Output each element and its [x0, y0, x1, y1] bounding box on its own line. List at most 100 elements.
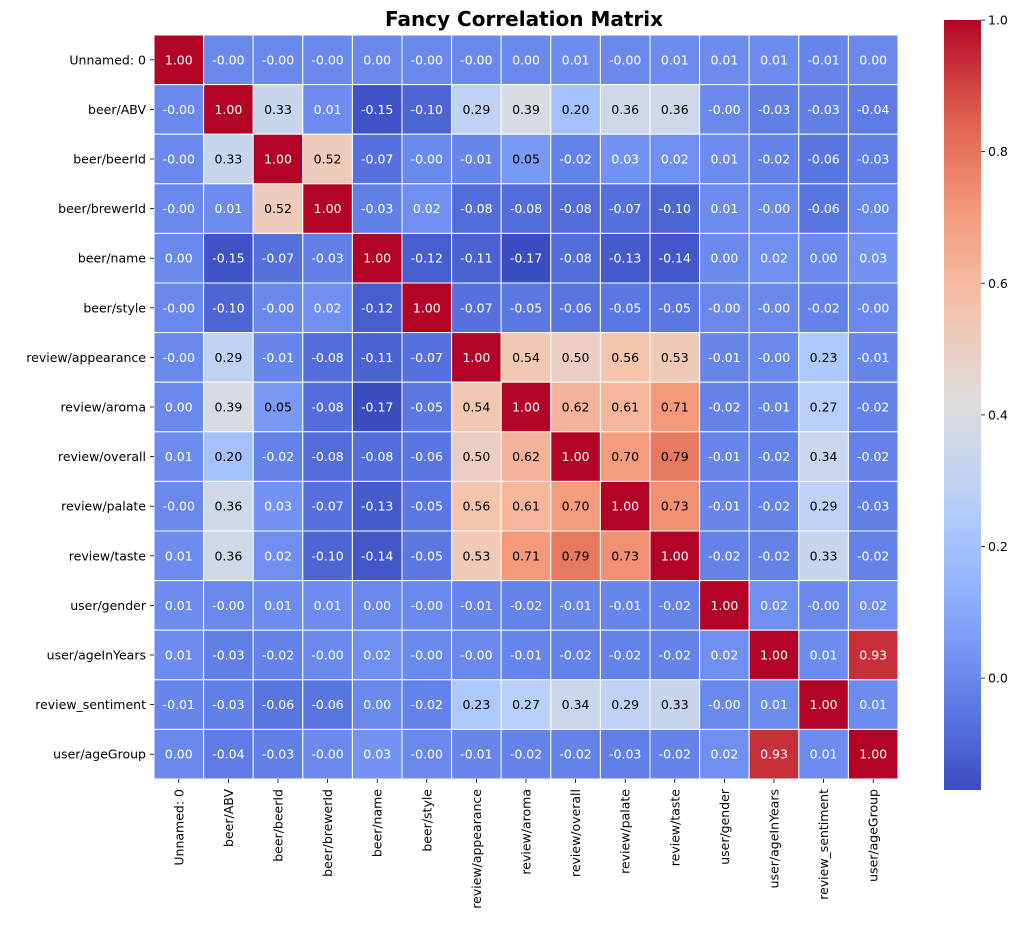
cell-value-label: 0.01: [710, 52, 738, 67]
x-tick-label: review/taste: [667, 789, 682, 867]
cell-value-label: -0.03: [212, 648, 244, 663]
cell-value-label: 0.01: [165, 648, 193, 663]
cell-value-label: -0.02: [857, 400, 889, 415]
heatmap-cell: [847, 84, 899, 135]
heatmap-cell: [203, 84, 254, 135]
cell-value-label: -0.00: [857, 300, 889, 315]
heatmap-cell: [649, 480, 701, 532]
cell-value-label: -0.03: [857, 499, 889, 514]
heatmap-cell: [847, 629, 899, 681]
cell-value-label: -0.00: [857, 201, 889, 216]
heatmap-cell: [847, 232, 899, 284]
heatmap-cell: [252, 580, 304, 631]
cell-value-label: 0.01: [165, 548, 193, 563]
cell-value-label: -0.08: [510, 201, 542, 216]
cell-value-label: -0.06: [262, 697, 294, 712]
heatmap-cell: [500, 332, 552, 383]
cell-value-label: 1.00: [264, 152, 292, 167]
cell-value-label: 0.02: [710, 747, 738, 762]
heatmap-cell: [748, 381, 800, 433]
cell-value-label: -0.02: [510, 747, 542, 762]
colorbar-tick-label: 0.8: [988, 144, 1008, 159]
cell-value-label: -0.02: [609, 648, 641, 663]
cell-value-label: 0.34: [562, 697, 590, 712]
cell-value-label: -0.07: [609, 201, 641, 216]
heatmap-cell: [401, 728, 453, 780]
cell-value-label: 0.01: [314, 598, 342, 613]
column-labels: Unnamed: 0 beer/ABV beer/beerId beer/brewer…: [171, 779, 881, 909]
x-tick-label: review/palate: [618, 789, 633, 874]
y-tick-label: user/gender: [70, 598, 147, 613]
heatmap-cell: [401, 133, 453, 185]
heatmap-cell: [153, 34, 205, 86]
cell-value-label: -0.01: [163, 697, 195, 712]
heatmap-cell: [451, 282, 502, 334]
cell-value-label: 0.50: [462, 449, 490, 464]
heatmap-cell: [599, 530, 651, 582]
heatmap-cell: [203, 381, 254, 433]
cell-value-label: 0.56: [462, 499, 490, 514]
heatmap-cell: [699, 133, 750, 185]
cell-value-label: -0.02: [758, 152, 790, 167]
heatmap-cell: [500, 381, 552, 433]
colorbar-tick-label: 0.2: [988, 539, 1008, 554]
cell-value-label: -0.08: [361, 449, 393, 464]
cell-value-label: -0.11: [361, 350, 393, 365]
cell-value-label: -0.03: [212, 697, 244, 712]
cell-value-label: 0.02: [413, 201, 441, 216]
heatmap-cell: [451, 728, 502, 780]
heatmap-cell: [500, 728, 552, 780]
cell-value-label: 0.00: [165, 747, 193, 762]
heatmap-cell: [847, 332, 899, 383]
cell-value-label: 0.01: [165, 598, 193, 613]
cell-value-label: -0.01: [460, 598, 492, 613]
x-tick-label: beer/name: [370, 789, 385, 857]
cell-value-label: -0.00: [758, 300, 790, 315]
y-tick-label: beer/brewerId: [58, 201, 146, 216]
cell-value-label: 0.70: [562, 499, 590, 514]
cell-value-label: 0.73: [661, 499, 689, 514]
x-tick-label: review_sentiment: [816, 789, 831, 900]
y-tick-label: review/appearance: [26, 350, 146, 365]
cell-value-label: -0.07: [361, 152, 393, 167]
cell-value-label: -0.00: [708, 102, 740, 117]
colorbar-tick-label: 0.6: [988, 276, 1008, 291]
cell-value-label: -0.02: [659, 747, 691, 762]
heatmap-cell: [748, 629, 800, 681]
heatmap-cell: [798, 480, 849, 532]
heatmap-cell: [153, 282, 205, 334]
cell-value-label: -0.02: [758, 499, 790, 514]
cell-value-label: -0.08: [460, 201, 492, 216]
heatmap-cell: [699, 580, 750, 631]
heatmap-cell: [153, 629, 205, 681]
cell-value-label: 0.00: [165, 400, 193, 415]
cell-value-label: 0.79: [562, 548, 590, 563]
heatmap-cell: [203, 728, 254, 780]
cell-value-label: 0.02: [363, 648, 391, 663]
heatmap-cell: [649, 431, 701, 482]
cell-value-label: -0.06: [311, 697, 343, 712]
heatmap-cell: [599, 282, 651, 334]
cell-value-label: 0.02: [760, 598, 788, 613]
heatmap-cell: [847, 133, 899, 185]
cell-value-label: 0.01: [859, 697, 887, 712]
cell-value-label: -0.06: [807, 152, 839, 167]
heatmap-cell: [252, 480, 304, 532]
cell-value-label: -0.00: [758, 350, 790, 365]
cell-value-label: -0.00: [708, 697, 740, 712]
heatmap-cell: [798, 232, 849, 284]
cell-value-label: 0.01: [760, 52, 788, 67]
heatmap-cell: [351, 84, 403, 135]
heatmap-cell: [351, 332, 403, 383]
x-tick-label: beer/beerId: [271, 789, 286, 862]
cell-value-label: -0.01: [708, 350, 740, 365]
cell-value-label: 0.34: [810, 449, 838, 464]
cell-value-label: -0.01: [262, 350, 294, 365]
cell-value-label: -0.06: [807, 201, 839, 216]
cell-value-label: 0.00: [710, 251, 738, 266]
heatmap-cell: [550, 431, 601, 482]
heatmap-cell: [500, 183, 552, 234]
heatmap-cell: [302, 431, 353, 482]
cell-value-label: -0.03: [262, 747, 294, 762]
heatmap-cell: [401, 84, 453, 135]
